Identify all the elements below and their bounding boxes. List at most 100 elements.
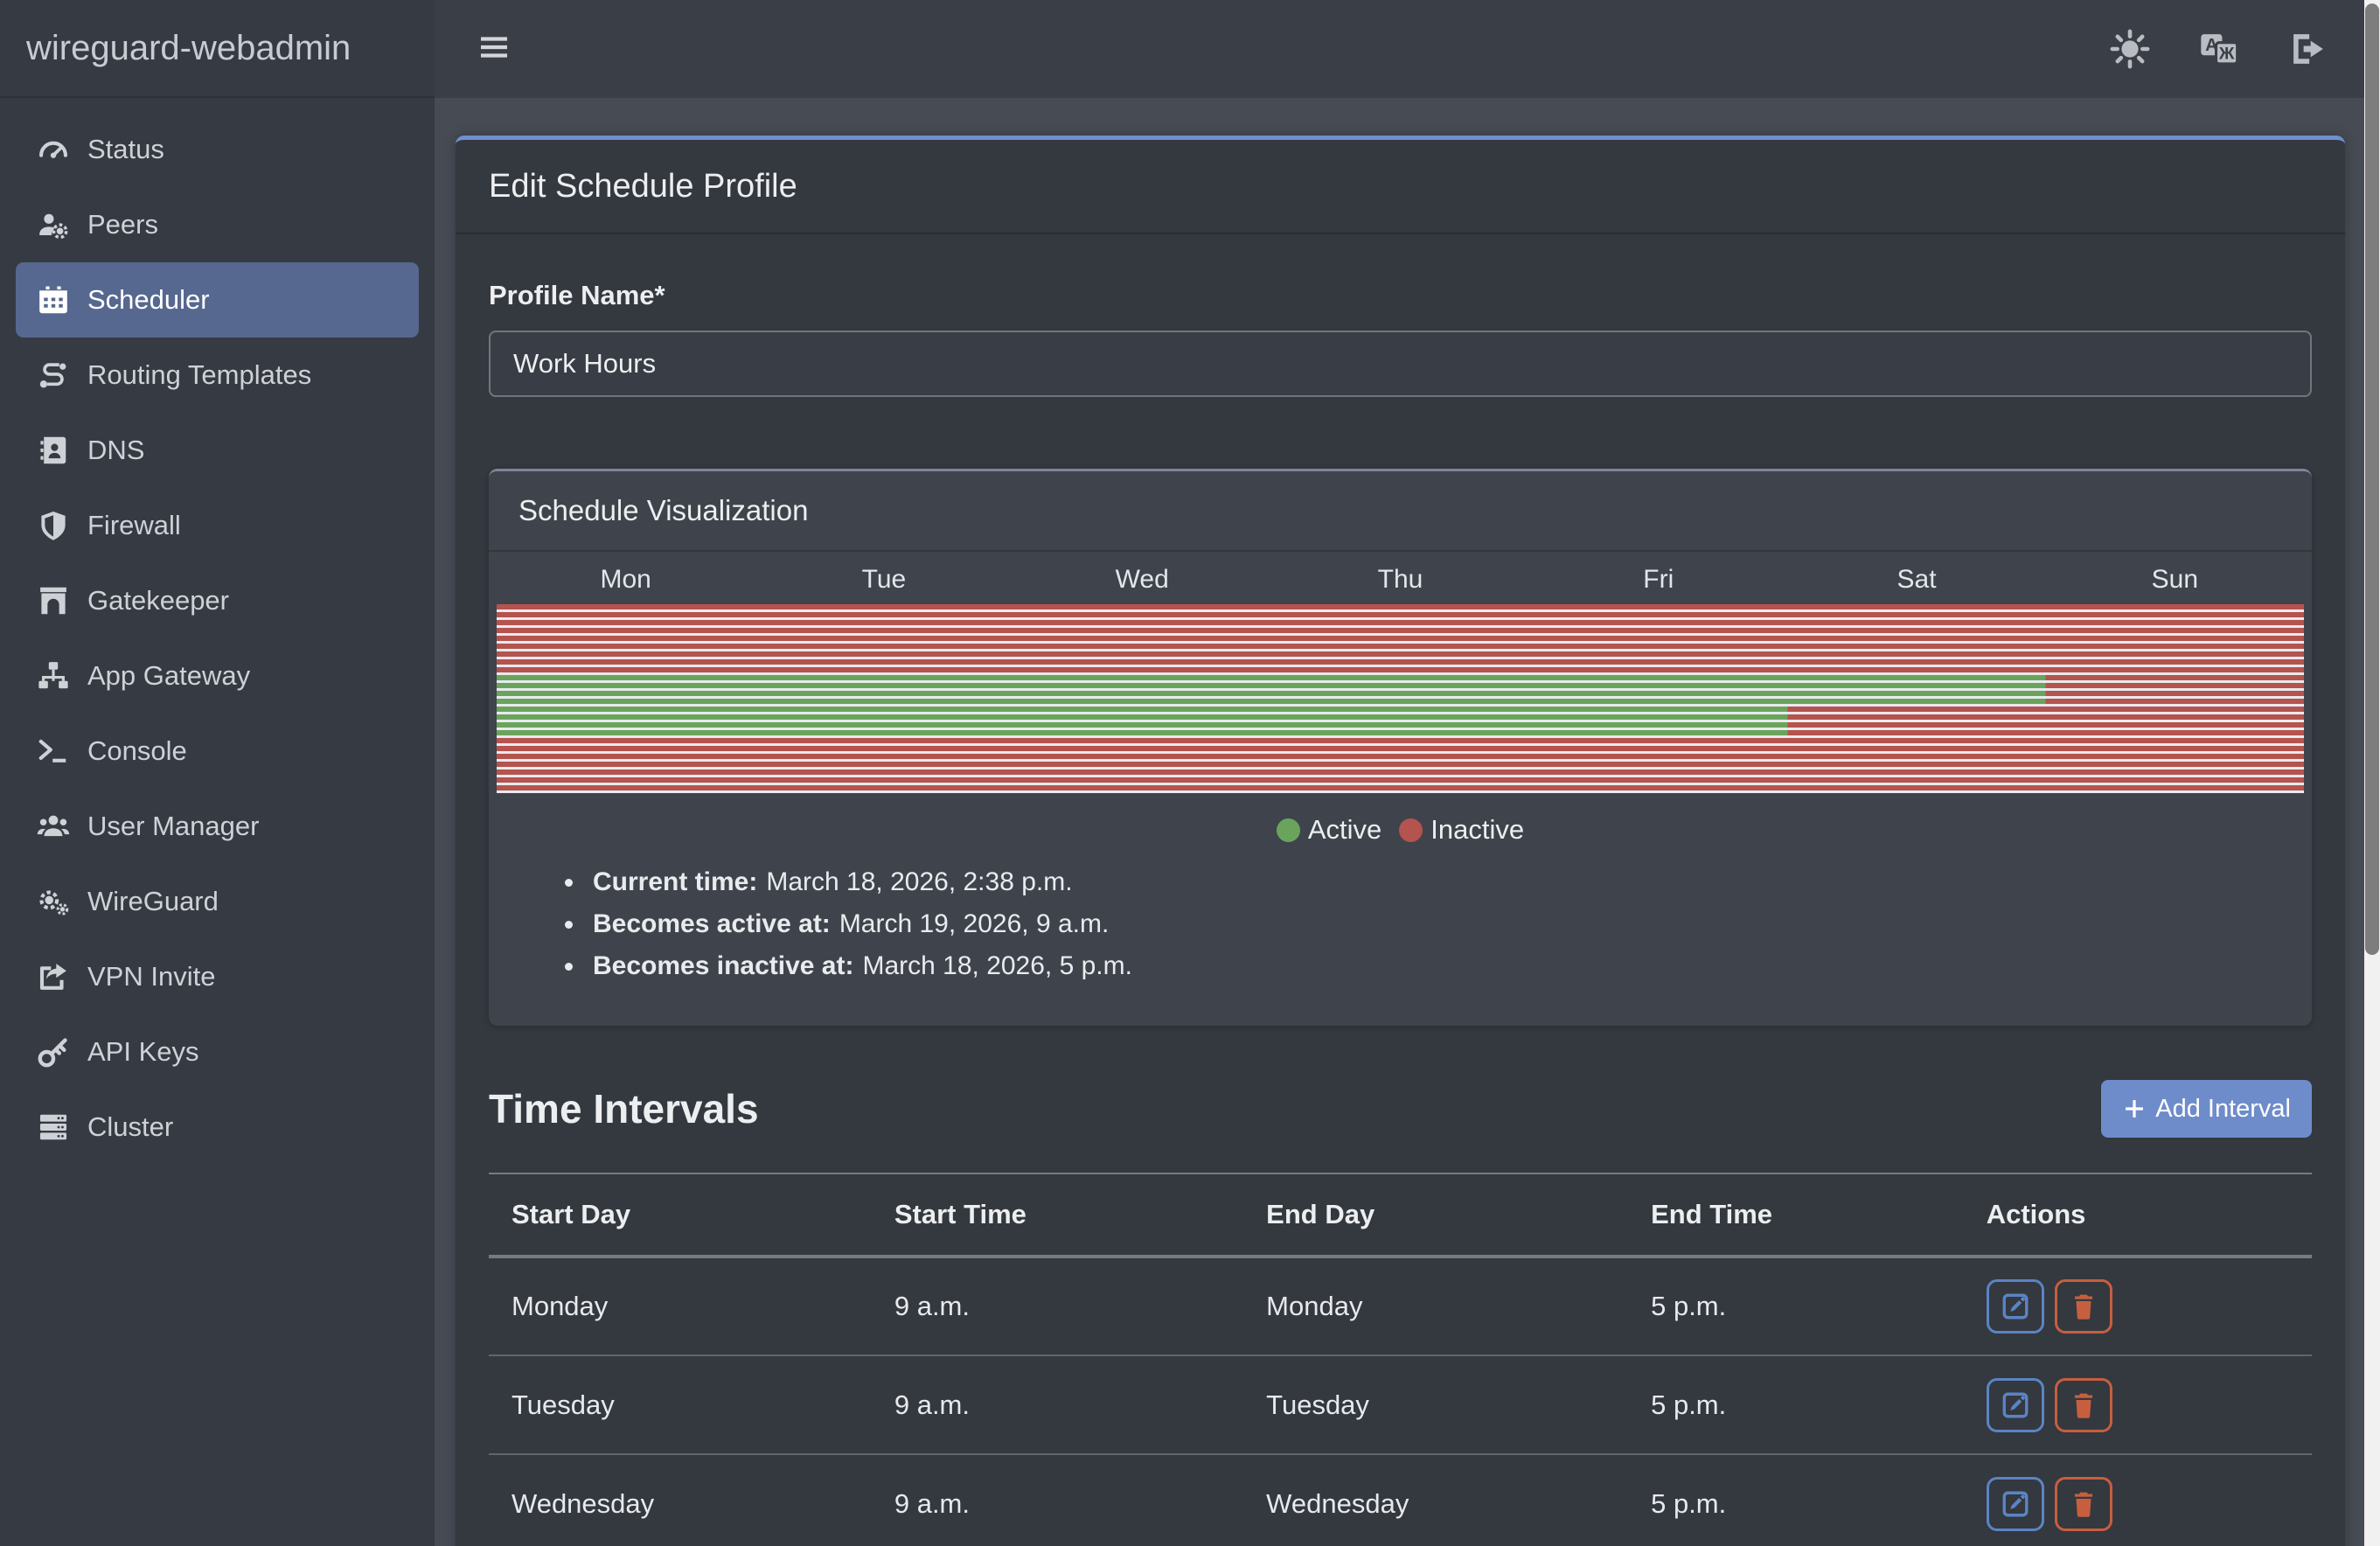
hour-row: [497, 714, 2304, 722]
day-label: Tue: [755, 565, 1013, 595]
sidebar-item-label: Routing Templates: [87, 359, 311, 391]
hour-row: [497, 730, 2304, 738]
intervals-table-head: Start DayStart TimeEnd DayEnd TimeAction…: [489, 1173, 2312, 1257]
day-label: Mon: [497, 565, 755, 595]
sidebar-item-routing-templates[interactable]: Routing Templates: [16, 338, 419, 413]
delete-interval-button[interactable]: [2055, 1477, 2112, 1531]
edit-interval-button[interactable]: [1987, 1279, 2044, 1334]
menu-toggle-icon[interactable]: [477, 30, 515, 68]
hour-row: [497, 770, 2304, 777]
hour-row: [497, 762, 2304, 770]
sidebar: wireguard-webadmin Status Peers Scheduler R…: [0, 0, 435, 1546]
sidebar-item-label: Status: [87, 134, 164, 165]
scrollbar-thumb[interactable]: [2365, 3, 2379, 955]
card-title: Edit Schedule Profile: [456, 140, 2345, 234]
interval-cell: Monday: [1243, 1257, 1628, 1355]
profile-name-input[interactable]: [489, 331, 2312, 397]
interval-cell: Tuesday: [489, 1355, 872, 1454]
add-interval-button[interactable]: Add Interval: [2101, 1080, 2312, 1138]
interval-cell: 9 a.m.: [872, 1257, 1243, 1355]
column-header: End Day: [1243, 1173, 1628, 1257]
legend-dot: [1399, 818, 1423, 842]
share-icon: [35, 958, 72, 995]
interval-row: Tuesday9 a.m.Tuesday5 p.m.: [489, 1355, 2312, 1454]
edit-interval-button[interactable]: [1987, 1477, 2044, 1531]
edit-schedule-card: Edit Schedule Profile Profile Name* Sche…: [456, 136, 2345, 1546]
sidebar-item-wireguard[interactable]: WireGuard: [16, 864, 419, 939]
address-book-icon: [35, 432, 72, 469]
hour-row: [497, 746, 2304, 754]
interval-cell: 5 p.m.: [1628, 1257, 1964, 1355]
gauge-icon: [35, 131, 72, 168]
server-stack-icon: [35, 1109, 72, 1146]
visualization-title: Schedule Visualization: [489, 471, 2312, 552]
schedule-info-item: Becomes active at:March 19, 2026, 9 a.m.: [560, 903, 2304, 945]
sidebar-item-peers[interactable]: Peers: [16, 187, 419, 262]
sidebar-item-status[interactable]: Status: [16, 112, 419, 187]
day-label: Wed: [1013, 565, 1271, 595]
interval-cell: 5 p.m.: [1628, 1355, 1964, 1454]
legend: Active Inactive: [497, 814, 2304, 846]
logout-icon[interactable]: [2287, 28, 2329, 70]
sidebar-item-user-manager[interactable]: User Manager: [16, 789, 419, 864]
hour-row: [497, 612, 2304, 620]
interval-cell: 9 a.m.: [872, 1355, 1243, 1454]
column-header: Actions: [1964, 1173, 2312, 1257]
interval-cell: Wednesday: [1243, 1454, 1628, 1546]
gears-icon: [35, 883, 72, 920]
screen: wireguard-webadmin Status Peers Scheduler R…: [0, 0, 2380, 1546]
key-icon: [35, 1034, 72, 1070]
sidebar-item-firewall[interactable]: Firewall: [16, 488, 419, 563]
theme-sun-icon[interactable]: [2109, 28, 2151, 70]
visualization-body: MonTueWedThuFriSatSun ActiveInactive Cur…: [489, 552, 2312, 1026]
app-title: wireguard-webadmin: [0, 0, 435, 98]
hour-row: [497, 738, 2304, 746]
sidebar-item-app-gateway[interactable]: App Gateway: [16, 638, 419, 714]
hour-row: [497, 604, 2304, 612]
sidebar-item-gatekeeper[interactable]: Gatekeeper: [16, 563, 419, 638]
hour-row: [497, 620, 2304, 628]
sidebar-item-api-keys[interactable]: API Keys: [16, 1014, 419, 1090]
legend-label: Active: [1308, 814, 1381, 846]
content: Edit Schedule Profile Profile Name* Sche…: [435, 98, 2364, 1546]
card-body: Profile Name* Schedule Visualization Mon…: [456, 280, 2345, 1546]
actions-cell: [1964, 1454, 2312, 1546]
sidebar-item-cluster[interactable]: Cluster: [16, 1090, 419, 1165]
day-labels: MonTueWedThuFriSatSun: [497, 555, 2304, 604]
interval-cell: Monday: [489, 1257, 872, 1355]
sidebar-item-label: Scheduler: [87, 284, 210, 316]
sidebar-item-label: DNS: [87, 435, 144, 466]
header-row: Start DayStart TimeEnd DayEnd TimeAction…: [489, 1173, 2312, 1257]
sidebar-item-label: WireGuard: [87, 886, 219, 917]
sidebar-item-vpn-invite[interactable]: VPN Invite: [16, 939, 419, 1014]
legend-item: Active: [1277, 814, 1381, 846]
legend-dot: [1277, 818, 1300, 842]
right-pane: AЖ Edit Schedule Profile Profile Name* S…: [435, 0, 2364, 1546]
interval-cell: Tuesday: [1243, 1355, 1628, 1454]
delete-interval-button[interactable]: [2055, 1279, 2112, 1334]
time-intervals-header: Time Intervals Add Interval: [489, 1080, 2312, 1138]
plus-icon: [2122, 1097, 2147, 1121]
day-label: Sat: [1787, 565, 2045, 595]
delete-interval-button[interactable]: [2055, 1378, 2112, 1432]
sidebar-item-label: Firewall: [87, 510, 181, 541]
day-label: Thu: [1271, 565, 1529, 595]
sidebar-item-dns[interactable]: DNS: [16, 413, 419, 488]
hour-row: [497, 636, 2304, 644]
sidebar-item-console[interactable]: Console: [16, 714, 419, 789]
legend-label: Inactive: [1430, 814, 1524, 846]
hour-row: [497, 675, 2304, 683]
sidebar-item-scheduler[interactable]: Scheduler: [16, 262, 419, 338]
sidebar-item-label: Cluster: [87, 1111, 173, 1143]
day-label: Sun: [2046, 565, 2304, 595]
language-icon[interactable]: AЖ: [2198, 28, 2240, 70]
edit-interval-button[interactable]: [1987, 1378, 2044, 1432]
intervals-table: Start DayStart TimeEnd DayEnd TimeAction…: [489, 1173, 2312, 1546]
day-label: Fri: [1529, 565, 1787, 595]
hour-row: [497, 722, 2304, 730]
column-header: Start Day: [489, 1173, 872, 1257]
interval-row: Wednesday9 a.m.Wednesday5 p.m.: [489, 1454, 2312, 1546]
scrollbar[interactable]: [2364, 0, 2380, 1546]
peers-icon: [35, 206, 72, 243]
users-icon: [35, 808, 72, 845]
